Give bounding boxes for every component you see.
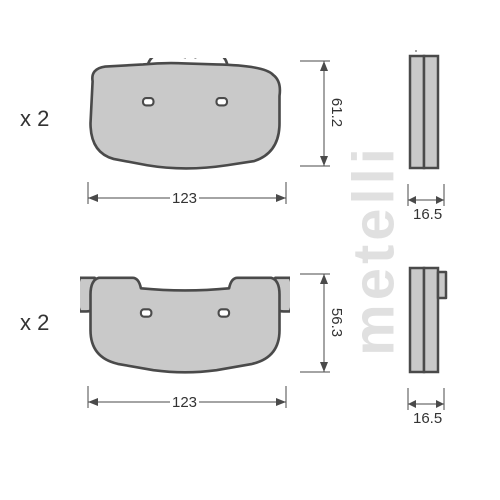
dim-top-width-text: 123 [170, 190, 199, 207]
dim-bottom-height-text: 56.3 [328, 306, 345, 339]
pad-bottom-side [406, 262, 450, 382]
pad-top-front [80, 58, 290, 178]
technical-diagram: x 2 x 2 61.2 16.5 123 [0, 0, 500, 500]
dim-bottom-width-text: 123 [170, 394, 199, 411]
pad-top-side [406, 50, 446, 180]
dim-top-height-text: 61.2 [328, 96, 345, 129]
dim-top-thickness-text: 16.5 [411, 206, 444, 223]
quantity-label-bottom: x 2 [20, 310, 49, 336]
pad-bottom-front [80, 268, 290, 380]
dim-bottom-thickness-text: 16.5 [411, 410, 444, 427]
watermark-text: metelli [341, 144, 408, 356]
quantity-label-top: x 2 [20, 106, 49, 132]
